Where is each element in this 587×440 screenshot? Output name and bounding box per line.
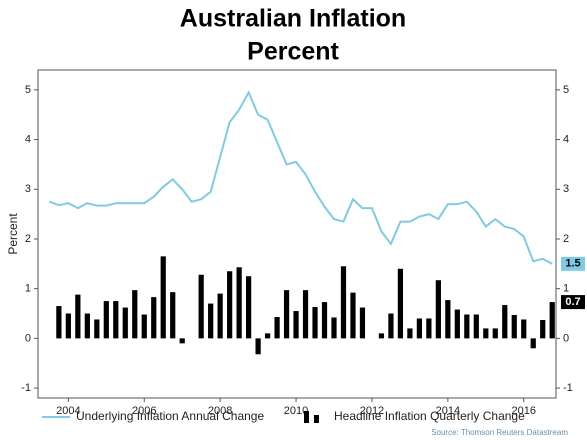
bar	[483, 328, 489, 339]
legend-label: Headline Inflation Quarterly Change	[334, 409, 525, 423]
bar	[94, 319, 100, 339]
bar	[435, 280, 441, 339]
bar	[312, 307, 318, 339]
end-label: 1.5	[565, 258, 580, 270]
bar	[426, 318, 432, 339]
bar	[141, 314, 147, 339]
bar	[264, 333, 271, 339]
bar	[65, 313, 71, 339]
bar	[492, 328, 498, 339]
bar	[274, 316, 280, 339]
bar	[530, 338, 536, 349]
y-tick-label-right: 5	[563, 84, 569, 96]
bar	[227, 271, 233, 339]
bar	[113, 301, 119, 339]
bar	[350, 292, 356, 339]
y-tick-label: 4	[25, 133, 31, 145]
bar	[378, 333, 385, 339]
y-tick-label: -1	[21, 382, 31, 394]
bar	[246, 276, 252, 339]
bar	[521, 319, 527, 339]
bar	[502, 305, 508, 339]
bar	[170, 292, 176, 339]
bar	[416, 318, 422, 339]
bar	[321, 302, 328, 339]
legend-swatch	[304, 411, 309, 423]
end-label-box	[561, 295, 585, 310]
bar	[549, 302, 555, 339]
bar	[236, 267, 242, 339]
y-tick-label-right: 4	[563, 133, 569, 145]
bar	[454, 309, 460, 339]
line	[49, 90, 553, 265]
bar	[340, 266, 347, 339]
end-label: 0.7	[565, 296, 580, 308]
bar	[473, 314, 479, 339]
y-tick-label: 1	[25, 283, 31, 295]
bar	[293, 311, 299, 339]
y-tick-label-right: 3	[563, 183, 569, 195]
end-label-box	[561, 256, 585, 271]
chart-subtitle: Percent	[247, 38, 339, 66]
bar	[511, 315, 517, 339]
x-tick-label: 2004	[56, 405, 80, 417]
bar	[397, 268, 404, 339]
bar	[388, 313, 394, 339]
bar	[283, 290, 290, 339]
bar	[75, 294, 81, 339]
chart-title: Australian Inflation	[180, 5, 406, 33]
bar	[407, 328, 413, 339]
bar	[56, 306, 62, 339]
bar	[208, 303, 214, 339]
bar	[84, 313, 90, 339]
bar	[132, 290, 138, 339]
x-tick-label: 2012	[360, 405, 384, 417]
legend-label: Underlying Inflation Annual Change	[76, 409, 264, 423]
y-tick-label-right: 2	[563, 233, 569, 245]
bar	[445, 300, 451, 339]
bar	[331, 317, 337, 339]
bar	[179, 338, 185, 344]
bar	[464, 314, 470, 339]
bar	[198, 274, 204, 339]
x-tick-label: 2010	[284, 405, 308, 417]
bar	[160, 256, 166, 339]
y-tick-label-right: -1	[563, 382, 573, 394]
y-tick-label: 2	[25, 233, 31, 245]
bar	[255, 338, 261, 355]
y-tick-label: 0	[25, 332, 31, 344]
y-tick-label-right: 1	[563, 283, 569, 295]
y-axis-label: Percent	[6, 213, 20, 255]
bar	[540, 319, 546, 339]
bar	[103, 301, 109, 339]
x-tick-label: 2014	[436, 405, 460, 417]
bar	[359, 307, 366, 339]
plot-frame	[37, 69, 557, 399]
legend-swatch	[314, 415, 319, 423]
x-tick-label: 2008	[208, 405, 232, 417]
y-tick-label: 5	[25, 84, 31, 96]
bar	[122, 307, 128, 339]
source: Source: Thomson Reuters Datastream	[431, 428, 568, 437]
bar	[217, 293, 223, 339]
x-tick-label: 2006	[132, 405, 156, 417]
y-tick-label: 3	[25, 183, 31, 195]
bar	[151, 297, 157, 339]
x-tick-label: 2016	[512, 405, 536, 417]
bar	[302, 290, 309, 339]
y-tick-label-right: 0	[563, 332, 569, 344]
